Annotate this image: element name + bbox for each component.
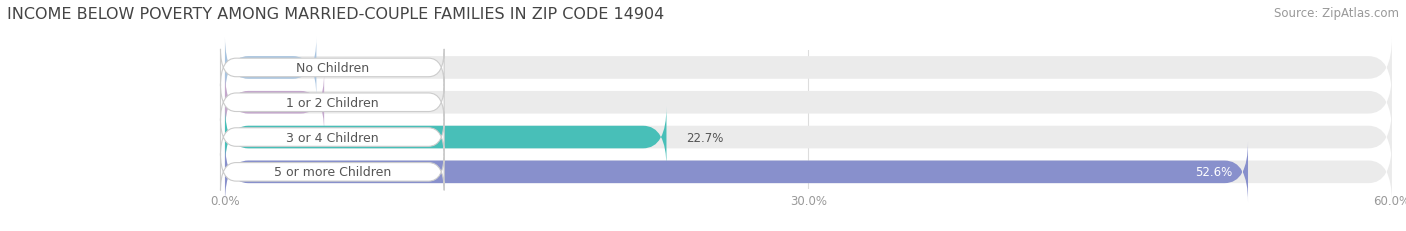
Text: 5 or more Children: 5 or more Children: [274, 166, 391, 179]
Text: No Children: No Children: [295, 62, 368, 75]
Text: 52.6%: 52.6%: [1195, 166, 1233, 179]
FancyBboxPatch shape: [225, 38, 316, 98]
FancyBboxPatch shape: [221, 119, 444, 156]
Text: 1 or 2 Children: 1 or 2 Children: [285, 96, 378, 109]
Text: INCOME BELOW POVERTY AMONG MARRIED-COUPLE FAMILIES IN ZIP CODE 14904: INCOME BELOW POVERTY AMONG MARRIED-COUPL…: [7, 7, 664, 22]
Text: Source: ZipAtlas.com: Source: ZipAtlas.com: [1274, 7, 1399, 20]
FancyBboxPatch shape: [225, 73, 325, 133]
Text: 3 or 4 Children: 3 or 4 Children: [285, 131, 378, 144]
FancyBboxPatch shape: [225, 107, 1392, 168]
FancyBboxPatch shape: [225, 142, 1249, 202]
FancyBboxPatch shape: [225, 142, 1392, 202]
Text: 4.7%: 4.7%: [336, 62, 366, 75]
Text: 22.7%: 22.7%: [686, 131, 723, 144]
FancyBboxPatch shape: [221, 50, 444, 87]
FancyBboxPatch shape: [225, 73, 1392, 133]
FancyBboxPatch shape: [221, 84, 444, 121]
FancyBboxPatch shape: [225, 38, 1392, 98]
Text: 5.1%: 5.1%: [343, 96, 374, 109]
FancyBboxPatch shape: [225, 107, 666, 168]
FancyBboxPatch shape: [221, 154, 444, 191]
